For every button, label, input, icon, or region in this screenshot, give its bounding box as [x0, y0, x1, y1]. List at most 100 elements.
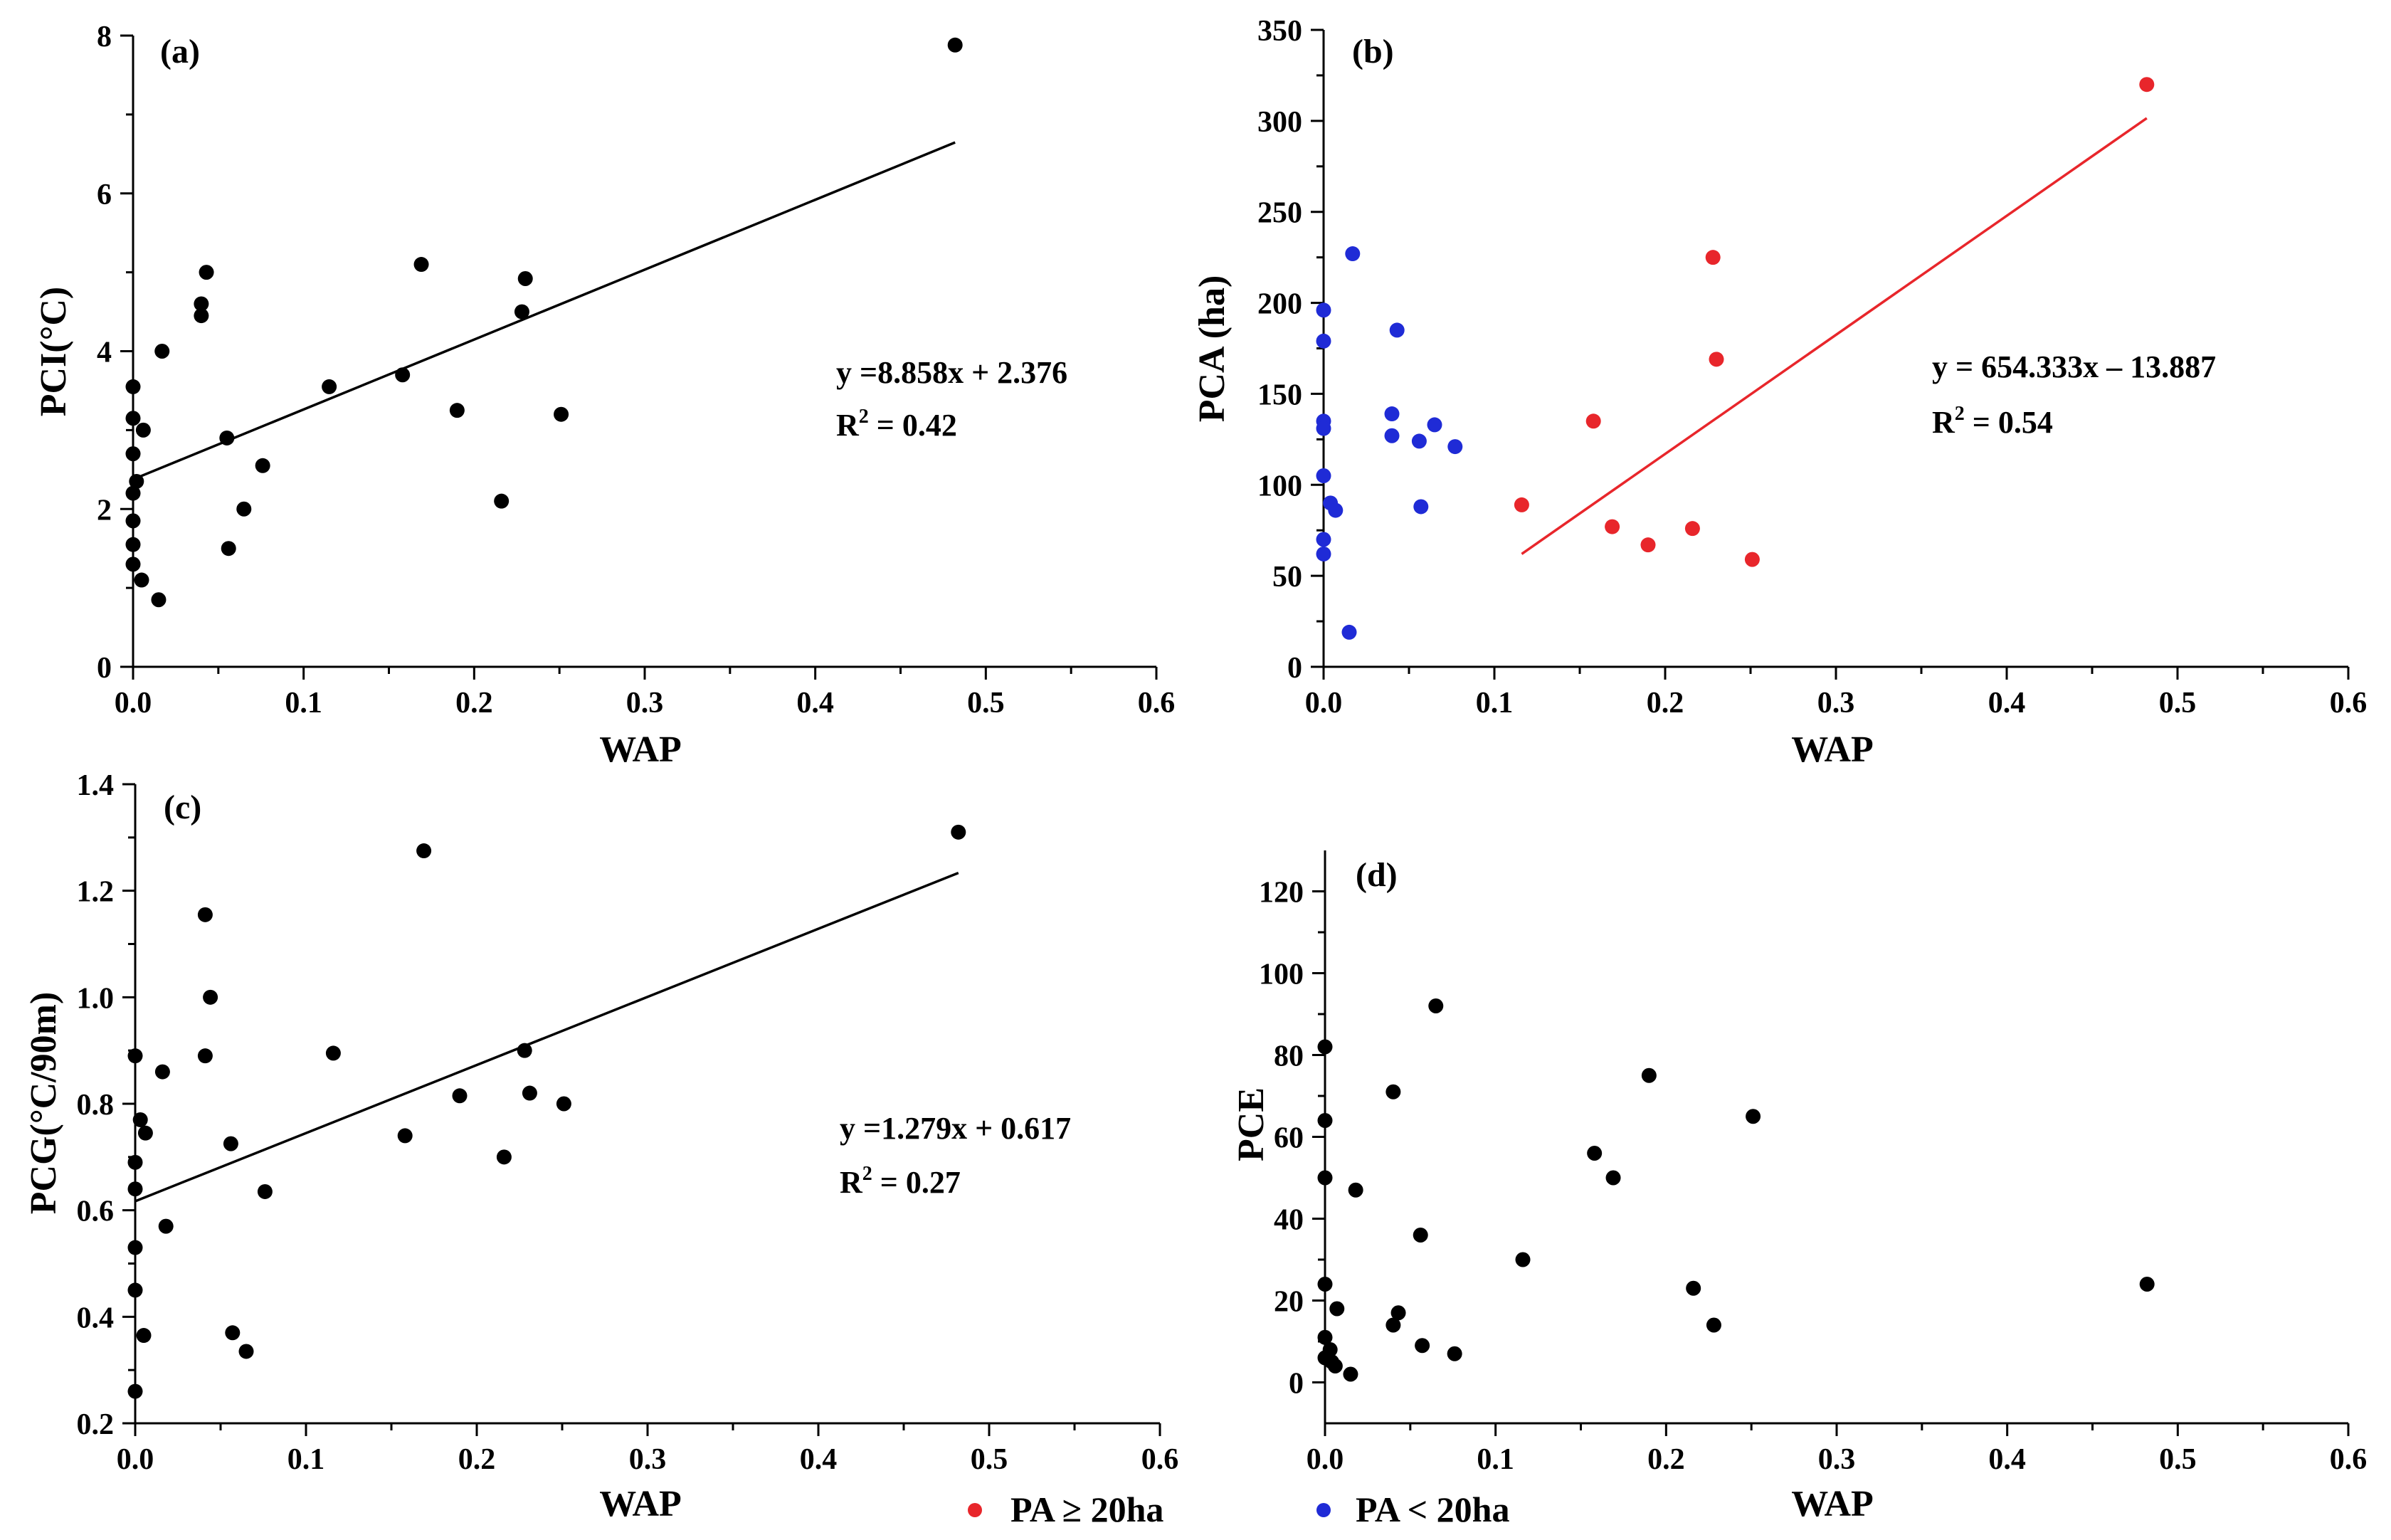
- b-y-tick-label-1: 50: [1272, 561, 1302, 594]
- b-regression-line: [1521, 117, 2148, 555]
- b-point-s1-5: [1705, 250, 1721, 265]
- a-point-s0-8: [135, 422, 151, 438]
- c-y-tick-label-3: 0.8: [77, 1089, 115, 1122]
- legend-marker-pa-lt-20ha: [1316, 1503, 1331, 1517]
- a-point-s0-10: [151, 592, 167, 608]
- d-point-s0-10: [1343, 1366, 1358, 1382]
- b-point-s0-3: [1316, 421, 1331, 436]
- c-point-s0-17: [257, 1183, 273, 1199]
- c-y-tick-label-6: 1.4: [77, 769, 115, 802]
- c-y-tick-label-5: 1.2: [77, 876, 115, 909]
- d-x-tick-label-2: 0.2: [1647, 1443, 1685, 1476]
- c-point-s0-16: [238, 1344, 254, 1359]
- d-point-s0-2: [1317, 1170, 1333, 1186]
- c-point-s0-15: [225, 1325, 241, 1341]
- c-point-s0-1: [127, 1154, 143, 1170]
- c-point-s0-25: [556, 1096, 571, 1112]
- c-point-s0-21: [452, 1088, 468, 1104]
- c-point-s0-7: [137, 1125, 153, 1141]
- a-regression-line: [132, 141, 956, 481]
- b-point-s0-1: [1316, 333, 1331, 349]
- panel-a-chart: 0.0 0.1 0.2 0.3 0.4 0.5 0.6 0 2 4 6 8 WAP PCI(°C) (a) y…: [33, 21, 1175, 770]
- d-point-s0-1: [1317, 1113, 1333, 1128]
- d-point-s0-0: [1317, 1039, 1333, 1055]
- d-point-s0-26: [2139, 1277, 2155, 1292]
- a-point-s0-14: [199, 265, 214, 280]
- d-point-s0-17: [1428, 998, 1444, 1013]
- b-y-tick-label-5: 250: [1257, 197, 1302, 230]
- a-point-s0-16: [221, 541, 236, 557]
- b-r-squared: R2 = 0.54: [1932, 403, 2053, 440]
- b-point-s0-10: [1345, 246, 1361, 262]
- a-point-s0-25: [517, 270, 533, 286]
- a-point-s0-24: [514, 304, 529, 320]
- c-point-s0-24: [522, 1085, 537, 1101]
- a-x-tick-label-4: 0.4: [796, 687, 834, 719]
- a-point-s0-22: [449, 403, 465, 418]
- c-x-tick-label-6: 0.6: [1141, 1443, 1179, 1476]
- c-point-s0-9: [154, 1064, 170, 1080]
- a-y-tick-label-4: 8: [97, 21, 112, 53]
- a-point-s0-2: [125, 446, 141, 462]
- b-x-tick-label-2: 0.2: [1647, 687, 1684, 719]
- b-point-s0-4: [1316, 468, 1331, 483]
- panel-c-chart: 0.0 0.1 0.2 0.3 0.4 0.5 0.6 0.2 0.4 0.6 0.8 1.0 1.2 1…: [23, 769, 1178, 1524]
- c-x-tick-label-4: 0.4: [800, 1443, 838, 1476]
- b-point-s0-14: [1411, 433, 1427, 449]
- b-equation: y = 654.333x – 13.887: [1932, 349, 2216, 384]
- d-point-s0-14: [1390, 1305, 1406, 1321]
- b-x-tick-label-6: 0.6: [2330, 687, 2368, 719]
- b-point-s1-2: [1605, 519, 1620, 534]
- d-y-tick-label-3: 60: [1274, 1122, 1304, 1155]
- b-x-axis-label: WAP: [1791, 729, 1874, 770]
- b-point-s0-12: [1384, 428, 1400, 443]
- d-point-s0-22: [1641, 1067, 1657, 1083]
- b-point-s1-0: [1514, 497, 1529, 512]
- b-point-s0-6: [1316, 546, 1331, 561]
- c-point-s0-23: [517, 1043, 532, 1058]
- c-point-s0-4: [127, 1282, 143, 1298]
- c-y-tick-label-4: 1.0: [77, 982, 115, 1015]
- b-y-tick-label-7: 350: [1257, 15, 1302, 48]
- a-x-tick-label-3: 0.3: [626, 687, 664, 719]
- b-point-s1-7: [1744, 552, 1760, 567]
- a-point-s0-15: [219, 430, 235, 445]
- c-y-axis-label: PCG(°C/90m): [23, 992, 64, 1215]
- c-x-tick-label-2: 0.2: [458, 1443, 496, 1476]
- a-point-s0-4: [125, 513, 141, 529]
- a-point-s0-13: [194, 296, 209, 312]
- a-y-tick-label-0: 0: [97, 652, 112, 685]
- d-point-s0-9: [1329, 1301, 1345, 1317]
- a-x-tick-label-2: 0.2: [455, 687, 493, 719]
- d-point-s0-25: [1746, 1109, 1761, 1124]
- a-y-tick-label-1: 2: [97, 494, 112, 527]
- c-regression-line: [134, 871, 959, 1203]
- a-point-s0-6: [125, 557, 141, 572]
- a-x-tick-label-5: 0.5: [967, 687, 1005, 719]
- d-x-tick-label-0: 0.0: [1307, 1443, 1344, 1476]
- d-panel-label: (d): [1356, 856, 1398, 894]
- d-point-s0-19: [1515, 1252, 1531, 1267]
- d-point-s0-8: [1327, 1359, 1343, 1373]
- a-panel-label: (a): [160, 33, 200, 70]
- d-point-s0-6: [1322, 1342, 1338, 1357]
- d-y-tick-label-1: 20: [1274, 1286, 1304, 1319]
- c-r-squared: R2 = 0.27: [840, 1163, 961, 1200]
- b-point-s0-9: [1341, 624, 1357, 640]
- b-point-s1-4: [1684, 521, 1700, 537]
- legend: PA ≥ 20ha PA < 20ha: [968, 1489, 1509, 1529]
- c-point-s0-12: [197, 1048, 213, 1064]
- a-point-s0-3: [125, 485, 141, 501]
- c-x-tick-label-3: 0.3: [629, 1443, 667, 1476]
- d-point-s0-4: [1317, 1329, 1333, 1345]
- b-y-tick-label-2: 100: [1257, 470, 1302, 502]
- d-x-tick-label-5: 0.5: [2159, 1443, 2197, 1476]
- b-x-tick-label-5: 0.5: [2159, 687, 2197, 719]
- b-x-tick-label-1: 0.1: [1476, 687, 1514, 719]
- c-point-s0-13: [203, 989, 218, 1005]
- a-point-s0-11: [154, 344, 170, 359]
- d-point-s0-18: [1447, 1346, 1462, 1361]
- d-y-tick-label-5: 100: [1259, 959, 1304, 991]
- b-point-s0-17: [1447, 439, 1463, 455]
